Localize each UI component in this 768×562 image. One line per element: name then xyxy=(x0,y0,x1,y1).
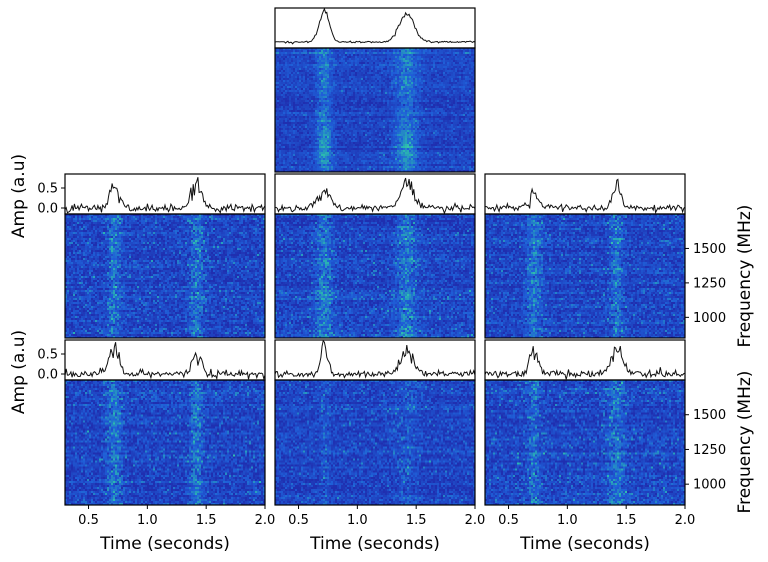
time-tick-label-bottom-center-3: 2.0 xyxy=(465,513,486,528)
axes-group: 0.0 0.5 1000 1250 1500 0.0 0.5 0.5 1.0 1.5 2.0 0.5 1… xyxy=(37,182,726,529)
heatmap-bottom-right xyxy=(485,380,685,505)
amp-tick-label-mid-left-1: 0.5 xyxy=(37,182,58,197)
panel-bottom-right xyxy=(484,339,686,506)
amp-frame-mid-center xyxy=(274,173,476,215)
time-tick-label-bottom-right-3: 2.0 xyxy=(675,513,696,528)
amp-tick-label-mid-left-0: 0.0 xyxy=(37,202,58,217)
panels-group xyxy=(64,7,686,506)
time-tick-label-bottom-center-0: 0.5 xyxy=(288,513,309,528)
freq-tick-label-mid-right-0: 1000 xyxy=(693,311,726,326)
heatmap-mid-center xyxy=(275,214,475,338)
heatmap-top-center xyxy=(275,48,475,172)
amp-frame-mid-left xyxy=(64,173,266,215)
y-axis-label-frequency-row1: Frequency (MHz) xyxy=(735,205,755,348)
heatmap-mid-right xyxy=(485,214,685,338)
time-tick-label-bottom-right-1: 1.0 xyxy=(557,513,578,528)
amp-profile-mid-center xyxy=(274,177,476,215)
freq-tick-label-mid-right-2: 1500 xyxy=(693,242,726,257)
panel-bottom-left xyxy=(64,339,266,506)
y-axis-label-frequency-row2: Frequency (MHz) xyxy=(735,371,755,514)
panel-mid-left xyxy=(64,173,266,339)
amp-profile-bottom-center xyxy=(274,339,476,379)
heatmap-mid-left xyxy=(65,214,265,338)
freq-tick-label-bottom-right-2: 1500 xyxy=(693,408,726,423)
y-axis-label-amp-row2: Amp (a.u) xyxy=(9,330,29,414)
amp-profile-top-center xyxy=(274,7,476,45)
panel-bottom-center xyxy=(274,339,476,506)
amp-frame-mid-right xyxy=(484,173,686,215)
freq-tick-label-mid-right-1: 1250 xyxy=(693,276,726,291)
time-tick-label-bottom-center-2: 1.5 xyxy=(406,513,427,528)
x-axis-label-right: Time (seconds) xyxy=(519,534,650,554)
panel-mid-right xyxy=(484,173,686,339)
x-axis-label-center: Time (seconds) xyxy=(309,534,440,554)
amp-frame-bottom-center xyxy=(274,339,476,381)
time-tick-label-bottom-left-0: 0.5 xyxy=(78,513,99,528)
amp-frame-bottom-left xyxy=(64,339,266,381)
freq-tick-label-bottom-right-0: 1000 xyxy=(693,478,726,493)
freq-tick-label-bottom-right-1: 1250 xyxy=(693,443,726,458)
amp-frame-top-center xyxy=(274,7,476,49)
y-axis-label-amp-row1: Amp (a.u) xyxy=(9,154,29,238)
time-tick-label-bottom-left-1: 1.0 xyxy=(137,513,158,528)
time-tick-label-bottom-right-2: 1.5 xyxy=(616,513,637,528)
amp-profile-bottom-left xyxy=(64,342,266,381)
heatmap-bottom-left xyxy=(65,380,265,505)
panel-mid-center xyxy=(274,173,476,339)
heatmap-bottom-center xyxy=(275,380,475,505)
amp-tick-label-bottom-left-0: 0.0 xyxy=(37,368,58,383)
panel-top-center xyxy=(274,7,476,173)
amp-frame-bottom-right xyxy=(484,339,686,381)
time-tick-label-bottom-left-2: 1.5 xyxy=(196,513,217,528)
amp-profile-mid-left xyxy=(64,177,266,214)
time-tick-label-bottom-left-3: 2.0 xyxy=(255,513,276,528)
time-tick-label-bottom-center-1: 1.0 xyxy=(347,513,368,528)
amp-tick-label-bottom-left-1: 0.5 xyxy=(37,348,58,363)
time-tick-label-bottom-right-0: 0.5 xyxy=(498,513,519,528)
x-axis-label-left: Time (seconds) xyxy=(99,534,230,554)
amp-profile-bottom-right xyxy=(484,345,686,380)
amp-profile-mid-right xyxy=(484,178,686,215)
